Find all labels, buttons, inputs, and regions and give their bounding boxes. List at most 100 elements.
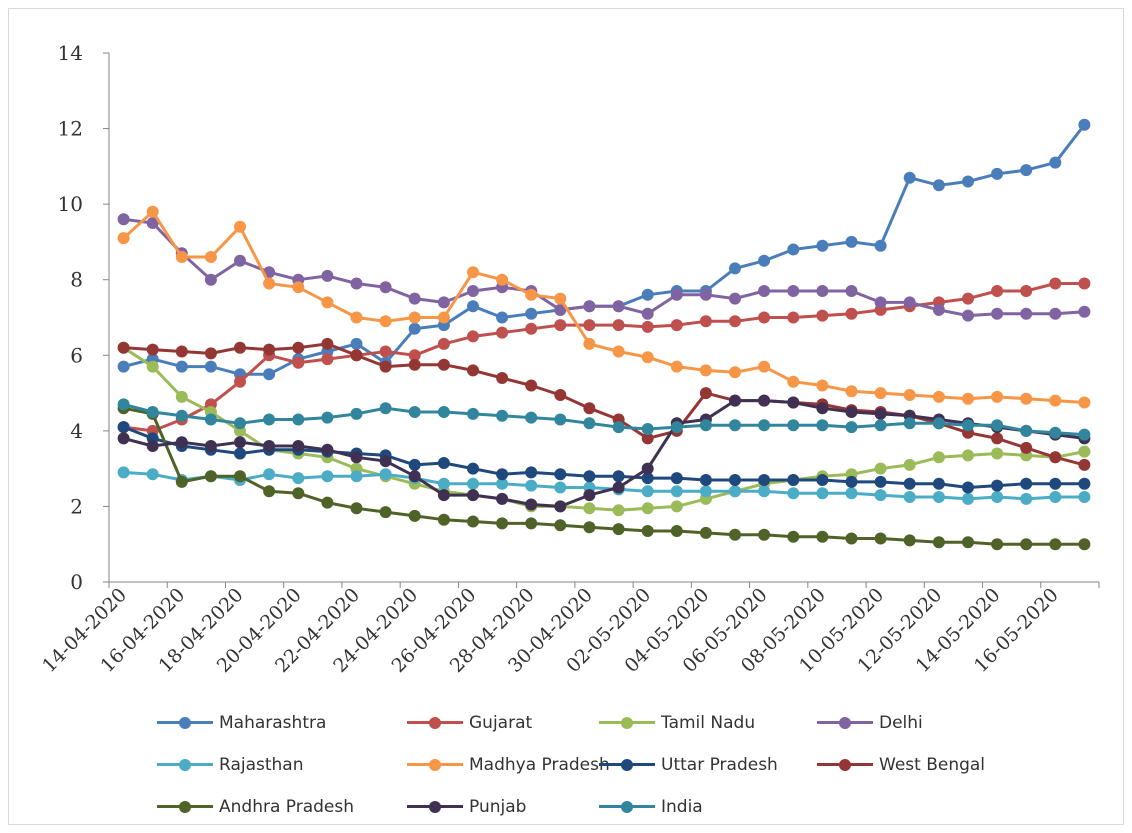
data-point — [758, 285, 771, 297]
data-point — [379, 315, 392, 328]
data-point — [234, 436, 246, 449]
legend-swatch — [407, 797, 463, 817]
data-point — [175, 475, 188, 488]
axes: 0246810121414-04-202016-04-202018-04-202… — [38, 41, 1100, 677]
data-point — [496, 409, 509, 422]
data-point — [525, 479, 538, 492]
data-point — [263, 368, 276, 381]
data-point — [699, 526, 712, 539]
data-point — [874, 462, 887, 475]
data-point — [175, 251, 188, 263]
data-point — [758, 311, 771, 324]
data-point — [612, 300, 625, 313]
series-rajasthan — [117, 466, 1091, 505]
data-point — [670, 525, 683, 537]
data-point — [525, 466, 538, 479]
data-point — [641, 423, 654, 435]
data-point — [379, 360, 392, 373]
data-point — [874, 239, 887, 252]
data-point — [467, 266, 479, 279]
y-tick-label: 10 — [58, 192, 83, 216]
data-point — [554, 481, 567, 494]
data-point — [467, 285, 479, 297]
series-line — [122, 346, 1085, 512]
data-point — [379, 506, 392, 519]
data-point — [321, 296, 334, 309]
data-point — [729, 366, 741, 379]
data-point — [729, 528, 741, 541]
data-point — [670, 319, 683, 332]
data-point — [1020, 538, 1033, 551]
legend-label: West Bengal — [879, 755, 986, 775]
data-point — [816, 402, 829, 415]
data-point — [408, 470, 421, 483]
data-point — [845, 406, 858, 418]
data-point — [991, 447, 1004, 460]
data-point — [845, 285, 858, 297]
data-point — [350, 470, 363, 483]
data-point — [670, 500, 683, 513]
data-point — [321, 337, 334, 350]
legend-label: Maharashtra — [219, 713, 327, 733]
data-point — [379, 455, 392, 468]
data-point — [496, 326, 509, 339]
series-line — [123, 399, 1085, 508]
data-point — [991, 479, 1004, 492]
data-point — [583, 402, 596, 415]
data-point — [1078, 491, 1091, 503]
data-point — [146, 406, 159, 418]
data-point — [554, 319, 567, 332]
y-tick-label: 0 — [70, 570, 83, 594]
data-point — [962, 175, 974, 188]
data-point — [437, 477, 450, 490]
data-point — [1020, 285, 1033, 297]
data-point — [234, 375, 246, 388]
data-point — [1078, 118, 1091, 131]
legend-swatch — [599, 797, 655, 817]
data-point — [1078, 458, 1091, 471]
data-point — [321, 470, 334, 483]
data-point — [991, 307, 1004, 320]
data-point — [758, 254, 771, 267]
series-layer — [117, 118, 1091, 551]
data-point — [292, 356, 305, 369]
legend-item: West Bengal — [817, 753, 985, 777]
legend-label: Rajasthan — [219, 755, 304, 775]
data-point — [991, 538, 1004, 551]
data-point — [204, 413, 217, 426]
y-tick-label: 12 — [58, 117, 83, 141]
data-point — [467, 462, 479, 475]
data-point — [175, 345, 188, 358]
data-point — [350, 407, 363, 420]
data-point — [1078, 538, 1091, 551]
data-point — [641, 525, 654, 537]
data-point — [699, 387, 712, 400]
data-point — [758, 360, 771, 373]
series-line — [123, 217, 1085, 318]
data-point — [554, 500, 567, 513]
data-point — [845, 307, 858, 320]
data-point — [903, 534, 916, 547]
data-point — [350, 337, 363, 350]
series-india — [117, 398, 1091, 441]
series-andhra-pradesh — [117, 402, 1091, 551]
legend-label: India — [661, 797, 703, 817]
data-point — [962, 449, 974, 462]
data-point — [1020, 164, 1033, 177]
data-point — [874, 489, 887, 502]
data-point — [641, 351, 654, 364]
data-point — [583, 337, 596, 350]
data-point — [932, 536, 945, 549]
data-point — [583, 470, 596, 483]
data-point — [350, 502, 363, 515]
data-point — [641, 320, 654, 333]
data-point — [292, 413, 305, 426]
y-tick-label: 8 — [70, 268, 83, 292]
data-point — [117, 341, 130, 354]
series-madhya-pradesh — [117, 205, 1091, 409]
data-point — [612, 504, 625, 517]
data-point — [321, 411, 334, 424]
data-point — [525, 411, 538, 424]
legend-swatch — [599, 713, 655, 733]
line-chart: 0246810121414-04-202016-04-202018-04-202… — [38, 41, 1100, 677]
